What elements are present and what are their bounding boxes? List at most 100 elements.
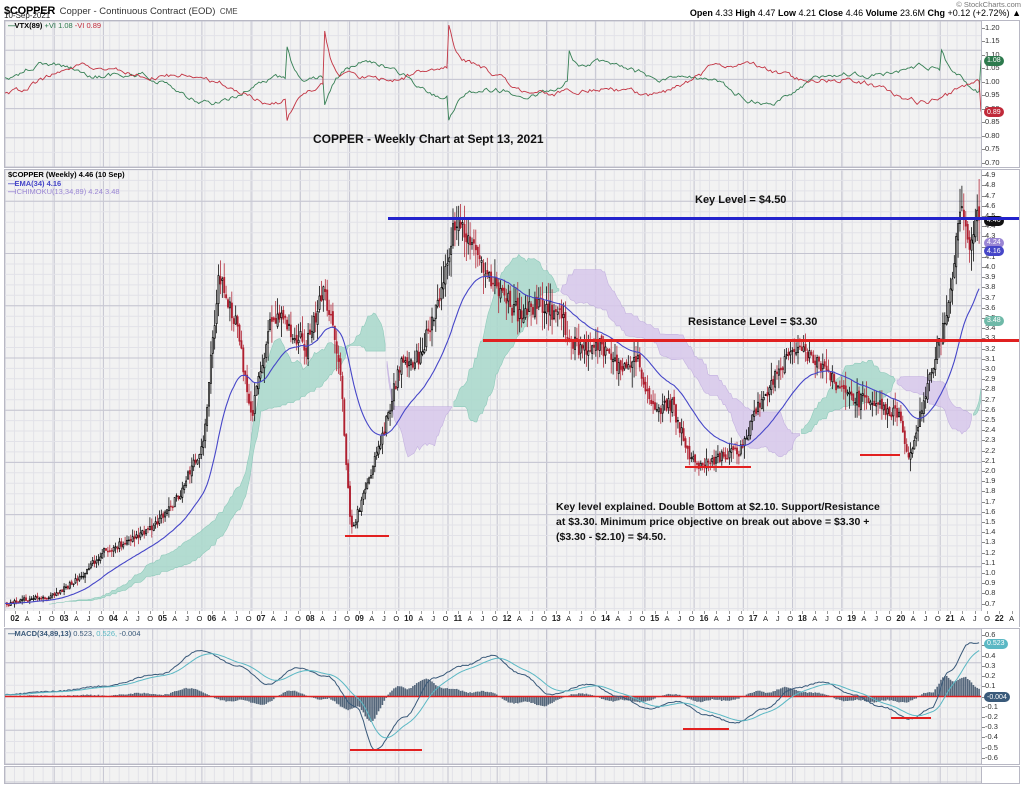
- x-axis-month-label: J: [431, 614, 436, 623]
- axis-tick-label: 4.4: [985, 221, 996, 231]
- macd-hist-value: -0.004: [119, 629, 141, 638]
- vtx-price-axis[interactable]: 1.201.151.101.051.000.950.900.850.800.75…: [981, 21, 1019, 167]
- axis-tick-mark: [982, 716, 985, 718]
- quote-bar: Open 4.33 High 4.47 Low 4.21 Close 4.46 …: [690, 8, 1021, 18]
- x-axis-tick: [310, 611, 312, 614]
- axis-tick-label: 4.1: [985, 251, 996, 261]
- symbol-exchange: CME: [219, 7, 238, 16]
- macd-support-mark: [683, 728, 729, 731]
- axis-tick-label: 3.6: [985, 302, 996, 312]
- axis-tick-label: 2.7: [985, 394, 996, 404]
- x-axis-tick: [617, 611, 619, 614]
- axis-tick-label: 2.8: [985, 384, 996, 394]
- axis-tick-mark: [982, 399, 985, 401]
- double-bottom-mark-2020: [860, 453, 900, 456]
- axis-tick-mark: [982, 226, 985, 228]
- axis-tick-mark: [982, 573, 985, 575]
- axis-tick-mark: [982, 481, 985, 483]
- x-axis-tick: [150, 611, 152, 614]
- x-axis-tick: [100, 611, 102, 614]
- x-axis-tick: [51, 611, 53, 614]
- axis-tick-mark: [982, 135, 985, 137]
- vtx-plus-value: 1.08: [58, 21, 73, 30]
- macd-axis[interactable]: 0.60.50.40.30.20.10.0-0.1-0.2-0.3-0.4-0.…: [981, 629, 1019, 764]
- axis-tick-mark: [982, 706, 985, 708]
- axis-tick-mark: [982, 41, 985, 43]
- axis-tick-label: 4.8: [985, 180, 996, 190]
- axis-value-tag: -0.004: [984, 692, 1010, 703]
- axis-tick-mark: [982, 162, 985, 164]
- symbol-ticker[interactable]: $COPPER: [4, 5, 56, 17]
- x-axis-year-label: 11: [453, 614, 463, 623]
- axis-tick-label: 0.70: [985, 157, 1000, 167]
- x-axis-month-label: A: [221, 614, 227, 623]
- x-axis-month-label: A: [319, 614, 325, 623]
- x-axis-tick: [371, 611, 373, 614]
- axis-tick-label: 1.00: [985, 76, 1000, 86]
- x-axis-year-label: 20: [896, 614, 906, 623]
- key-level-annotation: Key Level = $4.50: [695, 193, 787, 206]
- high-label: High: [735, 8, 756, 18]
- chg-value: +0.12 (+2.72%): [947, 8, 1010, 18]
- x-axis-tick: [199, 611, 201, 614]
- x-axis-tick: [642, 611, 644, 614]
- explanation-line-2: at $3.30. Minimum price objective on bre…: [556, 516, 870, 528]
- x-axis-tick: [297, 611, 299, 614]
- low-value: 4.21: [798, 8, 817, 18]
- vtx-minus-value: 0.89: [86, 21, 102, 30]
- axis-tick-mark: [982, 317, 985, 319]
- axis-tick-label: 1.1: [985, 557, 996, 567]
- x-axis-year-label: 16: [699, 614, 709, 623]
- axis-tick-mark: [982, 409, 985, 411]
- axis-value-tag: 1.08: [984, 55, 1004, 66]
- axis-tick-label: 1.10: [985, 49, 1000, 59]
- axis-tick-mark: [982, 603, 985, 605]
- x-axis-month-label: O: [836, 614, 843, 623]
- axis-tick-label: 0.6: [985, 630, 996, 640]
- close-label: Close: [818, 8, 844, 18]
- resistance-level-line: [483, 339, 1019, 343]
- axis-tick-mark: [982, 665, 985, 667]
- x-axis-tick: [273, 611, 275, 614]
- axis-tick-label: 4.9: [985, 170, 996, 180]
- x-axis-tick: [174, 611, 176, 614]
- axis-tick-mark: [982, 501, 985, 503]
- x-axis-month-label: A: [418, 614, 424, 623]
- axis-tick-mark: [982, 287, 985, 289]
- x-axis-tick: [445, 611, 447, 614]
- axis-tick-mark: [982, 645, 985, 647]
- macd-support-mark: [350, 748, 422, 751]
- x-axis-tick: [543, 611, 545, 614]
- chart-title: COPPER - Weekly Chart at Sept 13, 2021: [313, 132, 544, 146]
- x-axis-year-label: 04: [108, 614, 118, 623]
- x-axis-month-label: J: [480, 614, 485, 623]
- ema-line-swatch-icon: —: [8, 178, 15, 188]
- x-axis-month-label: J: [923, 614, 928, 623]
- explanation-annotation: Key level explained. Double Bottom at $2…: [556, 500, 956, 545]
- axis-tick-label: -0.3: [985, 722, 998, 732]
- axis-tick-mark: [982, 552, 985, 554]
- x-axis-tick: [64, 611, 66, 614]
- axis-tick-mark: [982, 511, 985, 513]
- x-axis-month-label: J: [86, 614, 91, 623]
- chart-date: 10-Sep-2021: [4, 11, 51, 20]
- x-axis-month-label: J: [234, 614, 239, 623]
- symbol-header: $COPPER Copper - Continuous Contract (EO…: [4, 1, 238, 19]
- x-axis-month-label: A: [270, 614, 276, 623]
- axis-tick-mark: [982, 95, 985, 97]
- x-axis-month-label: J: [874, 614, 879, 623]
- axis-tick-mark: [982, 583, 985, 585]
- macd-line-swatch-icon: —: [8, 629, 15, 638]
- axis-tick-mark: [982, 676, 985, 678]
- x-axis-tick: [740, 611, 742, 614]
- x-axis-tick: [408, 611, 410, 614]
- x-axis-tick: [950, 611, 952, 614]
- x-axis-tick: [76, 611, 78, 614]
- price-axis[interactable]: 4.94.84.74.64.54.44.34.24.14.03.93.83.73…: [981, 170, 1019, 619]
- bottom-indicator-strip: [4, 766, 1020, 784]
- x-axis-month-label: O: [737, 614, 744, 623]
- date-axis[interactable]: 02 A J O 03 A J O 04 A J O 05 A J O 06 A J O 07 A J O 08 A J O 09 A J O…: [4, 611, 1020, 627]
- x-axis-tick: [507, 611, 509, 614]
- x-axis-month-label: J: [972, 614, 977, 623]
- x-axis-month-label: J: [628, 614, 632, 623]
